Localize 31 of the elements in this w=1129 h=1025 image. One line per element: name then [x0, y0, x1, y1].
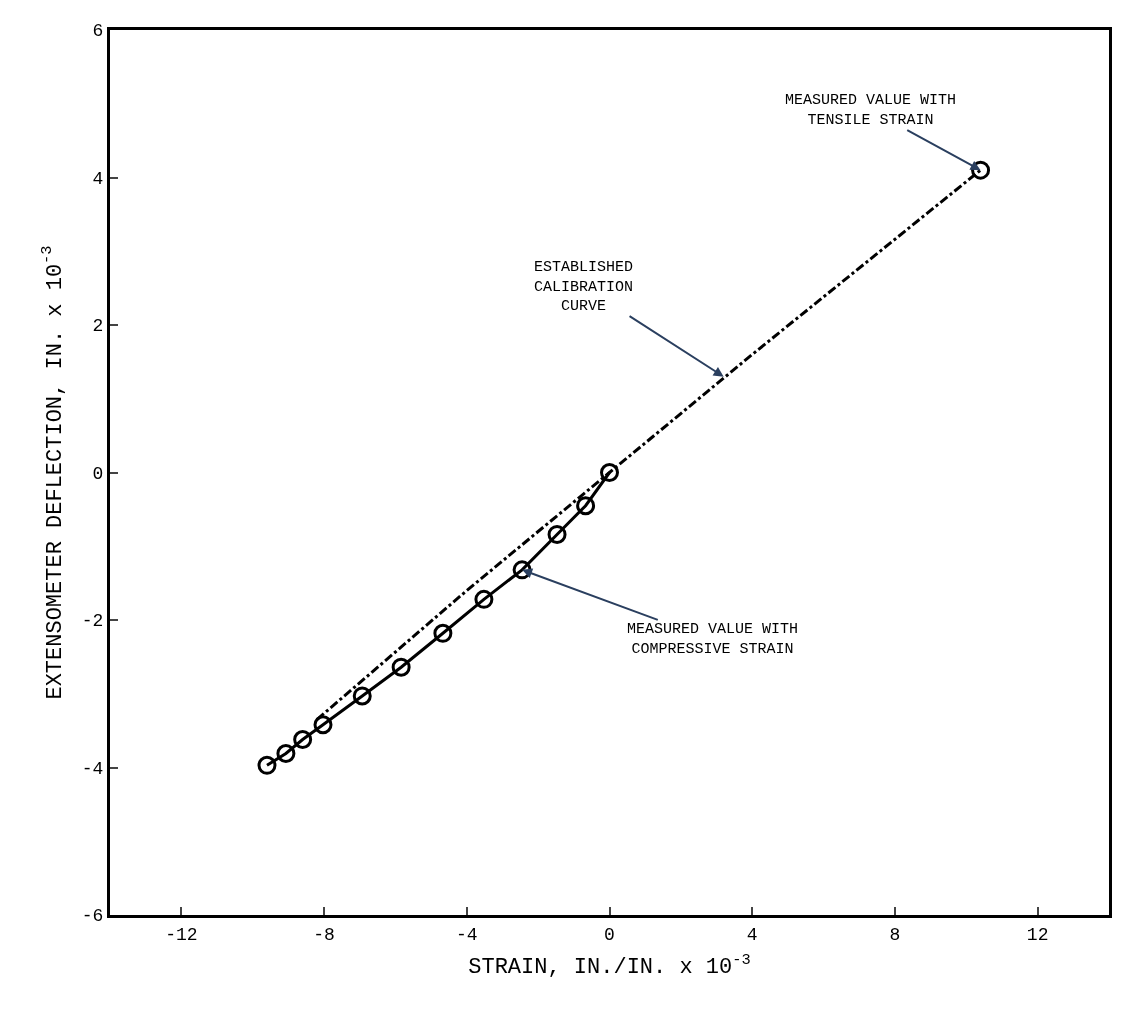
annotation: MEASURED VALUE WITH TENSILE STRAIN [785, 92, 957, 129]
x-tick-label: -12 [165, 924, 198, 945]
point [600, 463, 619, 482]
x-tick-label: 8 [889, 924, 901, 945]
point [293, 729, 313, 749]
point [433, 623, 453, 643]
point [313, 715, 333, 735]
point [257, 755, 277, 775]
x-axis-title: STRAIN, IN./IN. x 10$^{-3}$ [468, 951, 751, 981]
point [276, 743, 296, 763]
y-tick-label: 6 [92, 21, 104, 42]
point [576, 496, 596, 516]
point [547, 524, 567, 544]
x-tick-label: 4 [746, 924, 758, 945]
x-tick-label: 0 [604, 924, 615, 945]
point [512, 560, 532, 580]
x-tick-label: -4 [455, 924, 478, 945]
x-tick-label: -8 [313, 924, 335, 945]
y-tick-label: 0 [92, 463, 104, 484]
point [391, 657, 411, 677]
annotation: MEASURED VALUE WITH COMPRESSIVE STRAIN [627, 621, 799, 658]
y-tick-label: 4 [92, 168, 104, 189]
point [474, 589, 494, 609]
x-tick-label: 12 [1026, 924, 1049, 945]
y-tick-label: -2 [81, 611, 104, 632]
annotation: ESTABLISHED CALIBRATION CURVE [534, 259, 634, 315]
y-tick-label: -4 [81, 758, 104, 779]
y-tick-label: 2 [92, 316, 104, 337]
y-tick-label: -6 [81, 906, 104, 927]
point [352, 686, 372, 706]
point [971, 160, 991, 180]
